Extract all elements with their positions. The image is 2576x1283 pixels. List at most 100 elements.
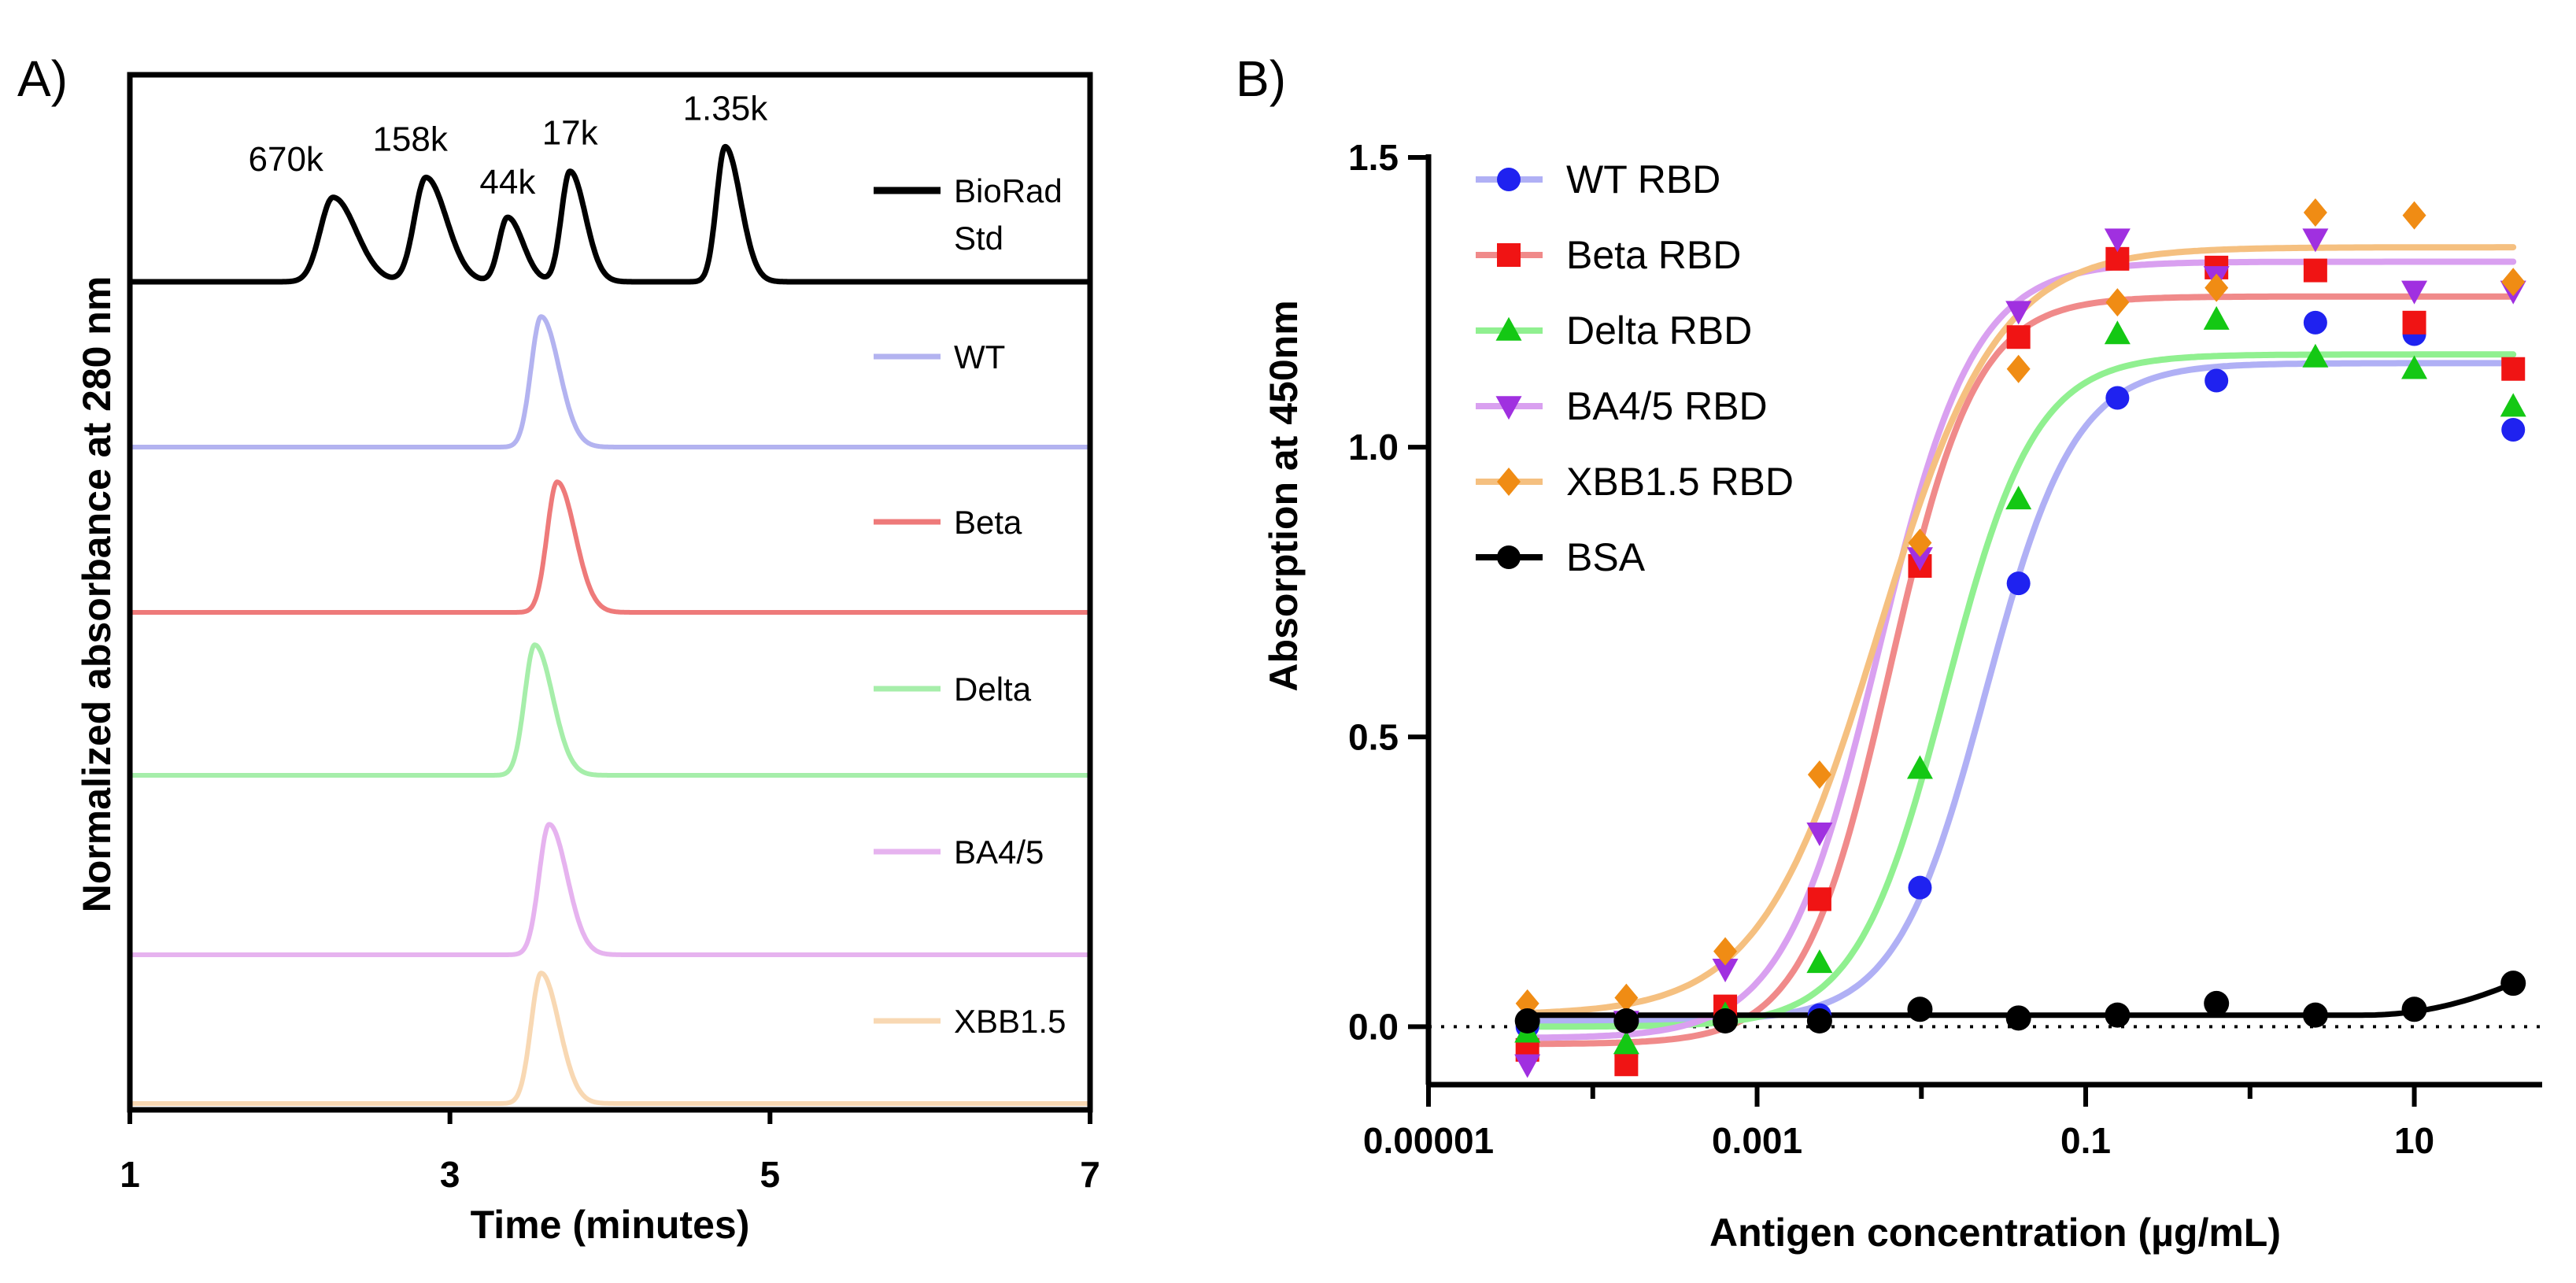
panel-b: B) 0.0 0.5 1.0 1.5 0.00001 0.001 0.1 10 WT RBD B…: [1236, 50, 2542, 1255]
point-wt-rbd-6: [2105, 386, 2130, 410]
panel-a-x-axis-title: Time (minutes): [471, 1203, 750, 1247]
panel-a-x-ticks: 1 3 5 7: [120, 1110, 1100, 1195]
trace-beta: [128, 479, 1092, 615]
point-bsa-0: [1514, 1008, 1540, 1034]
point-wt-rbd-10: [2501, 418, 2526, 442]
panel-b-data-points: [1514, 198, 2526, 1078]
panel-b-legend: WT RBD Beta RBD Delta RBD BA4/5 RBD XBB1.5 R…: [1476, 157, 1794, 579]
peak-label-670k: 670k: [249, 140, 324, 179]
x-tick-label-0-001: 0.001: [1712, 1120, 1802, 1161]
point-bsa-1: [1613, 1008, 1639, 1034]
point-ba4-5-rbd-2: [1712, 959, 1739, 982]
point-ba4-5-rbd-6: [2104, 228, 2131, 253]
point-beta-rbd-9: [2402, 310, 2426, 335]
point-xbb1-5-rbd-4: [1908, 528, 1932, 557]
peak-label-17k: 17k: [542, 114, 599, 153]
panel-a-legend: BioRad Std WT Beta Delta BA4/5 XBB1.5: [874, 172, 1066, 1040]
legend-marker-delta-rbd: [1495, 316, 1522, 341]
point-delta-rbd-7: [2203, 305, 2230, 330]
y-tick-label-0-0: 0.0: [1348, 1006, 1399, 1047]
legend-label-beta-rbd: Beta RBD: [1566, 233, 1741, 277]
x-tick-label-1: 1: [120, 1154, 140, 1195]
panel-b-x-axis-title: Antigen concentration (µg/mL): [1709, 1211, 2281, 1255]
peak-label-1-35k: 1.35k: [683, 89, 769, 128]
legend-marker-beta-rbd: [1497, 243, 1521, 267]
point-beta-rbd-5: [2006, 325, 2031, 349]
legend-label-delta: Delta: [954, 671, 1032, 708]
point-delta-rbd-3: [1806, 949, 1833, 974]
legend-label-ba4-5-rbd: BA4/5 RBD: [1566, 384, 1768, 428]
point-bsa-2: [1713, 1008, 1739, 1034]
legend-marker-ba4-5-rbd: [1495, 396, 1522, 420]
panel-a-frame: [127, 72, 1093, 1113]
fit-curve-delta-rbd: [1524, 351, 2517, 1030]
trace-wt: [128, 314, 1092, 449]
point-delta-rbd-4: [1906, 755, 1933, 779]
legend-marker-bsa: [1497, 545, 1521, 569]
point-beta-rbd-8: [2303, 258, 2327, 283]
fit-curve-wt-rbd: [1524, 360, 2517, 1024]
x-tick-label-0-00001: 0.00001: [1363, 1120, 1494, 1161]
fit-curve-ba4-5-rbd: [1524, 258, 2517, 1041]
panel-b-y-axis-title: Absorption at 450nm: [1262, 300, 1306, 691]
legend-marker-wt-rbd: [1497, 168, 1521, 191]
legend-marker-xbb1-5-rbd: [1497, 468, 1521, 496]
point-bsa-8: [2302, 1002, 2328, 1028]
point-wt-rbd-4: [1908, 875, 1932, 900]
point-beta-rbd-10: [2501, 357, 2526, 381]
point-bsa-10: [2500, 971, 2526, 996]
y-tick-label-0-5: 0.5: [1348, 716, 1399, 757]
panel-a-letter: A): [17, 50, 68, 107]
point-bsa-9: [2401, 996, 2427, 1022]
legend-label-xbb1-5: XBB1.5: [954, 1003, 1066, 1040]
legend-label-wt-rbd: WT RBD: [1566, 157, 1720, 202]
point-delta-rbd-1: [1613, 1030, 1639, 1055]
point-wt-rbd-8: [2303, 310, 2327, 335]
legend-label-beta: Beta: [954, 504, 1022, 541]
x-tick-label-10: 10: [2394, 1120, 2434, 1161]
point-xbb1-5-rbd-3: [1807, 760, 1831, 789]
legend-label-ba4-5: BA4/5: [954, 834, 1044, 871]
legend-label-delta-rbd: Delta RBD: [1566, 309, 1752, 353]
point-bsa-3: [1806, 1008, 1832, 1034]
point-ba4-5-rbd-9: [2401, 280, 2428, 305]
point-delta-rbd-5: [2005, 486, 2032, 510]
point-beta-rbd-3: [1807, 887, 1831, 911]
point-bsa-6: [2105, 1002, 2131, 1028]
point-bsa-4: [1907, 996, 1933, 1022]
x-tick-label-3: 3: [440, 1154, 460, 1195]
panel-a-y-axis-title: Normalized absorbance at 280 nm: [75, 276, 119, 913]
panel-b-letter: B): [1236, 50, 1286, 107]
point-delta-rbd-8: [2302, 343, 2329, 368]
trace-delta: [128, 642, 1092, 778]
panel-a-traces: [128, 143, 1092, 1106]
legend-label-wt: WT: [954, 338, 1005, 375]
trace-xbb1-5: [128, 971, 1092, 1106]
peak-label-158k: 158k: [372, 120, 448, 158]
point-delta-rbd-9: [2401, 355, 2428, 379]
point-ba4-5-rbd-8: [2302, 228, 2329, 253]
point-ba4-5-rbd-0: [1514, 1054, 1541, 1078]
point-xbb1-5-rbd-2: [1713, 937, 1738, 966]
y-tick-label-1-0: 1.0: [1348, 427, 1399, 468]
legend-label-biorad-std: BioRad Std: [954, 172, 1063, 257]
point-bsa-7: [2204, 990, 2230, 1016]
point-xbb1-5-rbd-8: [2303, 198, 2327, 227]
point-xbb1-5-rbd-10: [2501, 268, 2526, 297]
x-tick-label-5: 5: [760, 1154, 781, 1195]
y-tick-label-1-5: 1.5: [1348, 137, 1399, 178]
point-xbb1-5-rbd-9: [2402, 201, 2426, 230]
point-beta-rbd-1: [1614, 1052, 1639, 1077]
legend-label-xbb1-5-rbd: XBB1.5 RBD: [1566, 460, 1794, 504]
point-delta-rbd-10: [2500, 393, 2526, 417]
panel-b-axes: 0.0 0.5 1.0 1.5 0.00001 0.001 0.1 10: [1348, 137, 2542, 1161]
point-ba4-5-rbd-3: [1806, 822, 1833, 846]
x-tick-label-0-1: 0.1: [2060, 1120, 2111, 1161]
point-bsa-5: [2005, 1005, 2031, 1031]
point-wt-rbd-7: [2205, 368, 2229, 393]
point-xbb1-5-rbd-5: [2006, 354, 2031, 383]
point-xbb1-5-rbd-6: [2105, 288, 2130, 317]
